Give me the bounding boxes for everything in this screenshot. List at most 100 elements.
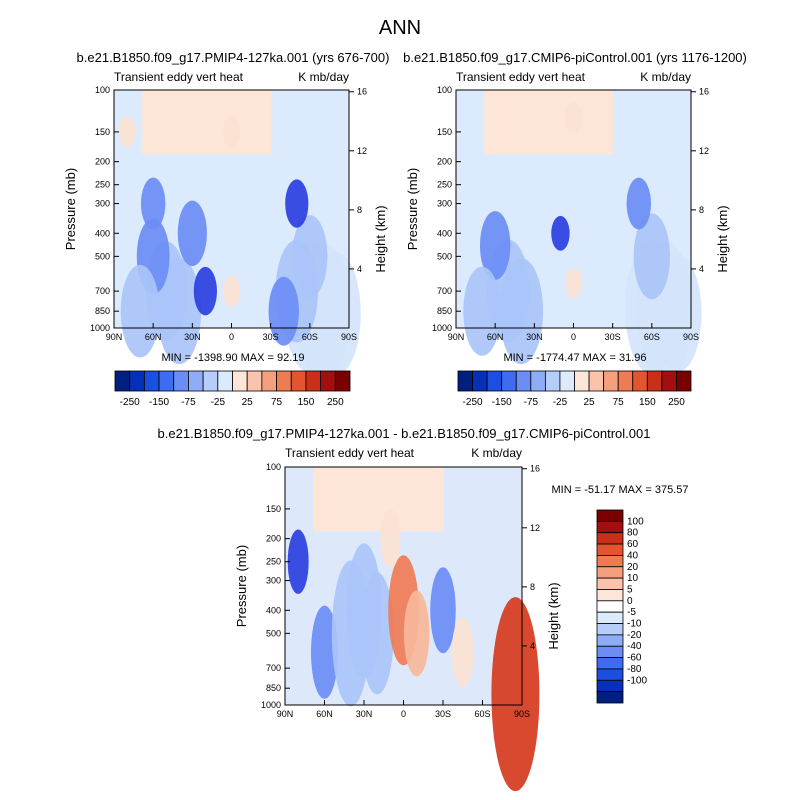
y-right-tick-label: 12 <box>530 523 540 533</box>
x-tick-label: 60N <box>316 709 333 719</box>
colorbar-swatch <box>596 600 624 613</box>
colorbar-swatch <box>173 370 189 392</box>
y-right-axis-title: Height (km) <box>715 205 730 272</box>
y-tick-label: 850 <box>437 306 452 316</box>
colorbar-swatch <box>232 370 248 392</box>
colorbar-label: -20 <box>627 630 642 641</box>
colorbar-swatch <box>246 370 263 392</box>
panel-subtitle-left: Transient eddy vert heat <box>114 70 244 84</box>
contour-region <box>626 177 651 230</box>
colorbar-swatch <box>596 589 624 602</box>
y-tick-label: 300 <box>437 199 452 209</box>
colorbar-label: 75 <box>613 397 625 408</box>
panel-pmip4: b.e21.B1850.f09_g17.PMIP4-127ka.001 (yrs… <box>63 50 389 408</box>
contour-region <box>360 572 394 695</box>
colorbar-swatch <box>530 370 546 392</box>
colorbar-label: 250 <box>327 397 344 408</box>
y-right-tick-label: 8 <box>530 582 535 592</box>
colorbar-swatch <box>202 370 219 392</box>
colorbar-swatch <box>501 370 517 392</box>
y-tick-label: 700 <box>95 286 110 296</box>
contour-region <box>551 215 570 251</box>
colorbar-swatch <box>676 370 692 392</box>
colorbar-swatch <box>632 370 648 392</box>
panel-title: b.e21.B1850.f09_g17.PMIP4-127ka.001 (yrs… <box>77 50 390 65</box>
colorbar-label: -100 <box>627 675 647 686</box>
contour-region <box>120 264 160 358</box>
x-tick-label: 90S <box>514 709 530 719</box>
min-max-label: MIN = -51.17 MAX = 375.57 <box>552 484 689 496</box>
y-tick-label: 1000 <box>90 323 110 333</box>
colorbar-label: 75 <box>271 397 283 408</box>
y-tick-label: 500 <box>266 628 281 638</box>
colorbar-label: -75 <box>524 397 539 408</box>
y-tick-label: 700 <box>437 286 452 296</box>
y-right-tick-label: 16 <box>699 87 709 97</box>
y-tick-label: 300 <box>266 576 281 586</box>
colorbar-label: 250 <box>668 397 685 408</box>
x-tick-label: 0 <box>571 332 576 342</box>
y-tick-label: 150 <box>437 127 452 137</box>
y-tick-label: 400 <box>95 228 110 238</box>
colorbar-swatch <box>596 623 624 636</box>
colorbar-label: 10 <box>627 573 639 584</box>
x-tick-label: 30N <box>184 332 201 342</box>
y-tick-label: 500 <box>437 251 452 261</box>
colorbar-label: 80 <box>627 528 639 539</box>
colorbar: -250 -150 -75 -25 25 75 150 250 <box>114 370 351 408</box>
y-axis-title: Pressure (mb) <box>234 545 249 627</box>
colorbar-swatch <box>646 370 663 392</box>
colorbar-swatch <box>596 577 624 590</box>
colorbar-label: 40 <box>627 550 639 561</box>
y-right-tick-label: 16 <box>530 464 540 474</box>
x-tick-label: 30S <box>605 332 621 342</box>
colorbar-swatch <box>596 645 624 658</box>
contour-plot: 90N 60N 30N 0 30S 60S 90S 100 150 200 250 300 400 500… <box>63 85 388 380</box>
colorbar-label: 0 <box>627 596 633 607</box>
y-tick-label: 200 <box>437 157 452 167</box>
contour-region <box>565 268 582 299</box>
y-right-tick-label: 8 <box>357 205 362 215</box>
colorbar-swatch <box>596 543 624 556</box>
contour-region <box>311 605 338 699</box>
contour-region <box>118 116 136 148</box>
x-tick-label: 60N <box>487 332 504 342</box>
colorbar-label: 100 <box>627 516 644 527</box>
colorbar-swatch <box>515 370 532 392</box>
colorbar-label: -5 <box>627 607 636 618</box>
colorbar-label: -75 <box>181 397 196 408</box>
x-tick-label: 30S <box>263 332 279 342</box>
y-tick-label: 400 <box>266 605 281 615</box>
colorbar-swatch <box>457 370 473 392</box>
colorbar-label: -25 <box>211 397 226 408</box>
colorbar-swatch <box>617 370 634 392</box>
y-tick-label: 250 <box>95 180 110 190</box>
colorbar-swatch <box>596 520 624 534</box>
x-tick-label: 60S <box>302 332 318 342</box>
x-tick-label: 30S <box>435 709 451 719</box>
colorbar-label: -40 <box>627 641 642 652</box>
colorbar-swatch <box>276 370 292 392</box>
colorbar-swatch <box>143 370 160 392</box>
colorbar-label: -25 <box>553 397 568 408</box>
colorbar-swatch <box>574 370 590 392</box>
x-tick-label: 0 <box>401 709 406 719</box>
y-tick-label: 100 <box>437 85 452 95</box>
colorbar-swatch <box>261 370 277 392</box>
y-tick-label: 1000 <box>261 700 281 710</box>
contour-region <box>463 266 501 356</box>
colorbar-swatch <box>596 611 624 624</box>
colorbar-swatch <box>559 370 575 392</box>
y-tick-label: 150 <box>95 127 110 137</box>
colorbar-swatch <box>596 555 624 568</box>
x-tick-label: 90N <box>448 332 465 342</box>
contour-region <box>177 200 207 266</box>
y-tick-label: 700 <box>266 663 281 673</box>
colorbar-label: 60 <box>627 539 639 550</box>
colorbar-label: 5 <box>627 584 633 595</box>
min-max-label: MIN = -1774.47 MAX = 31.96 <box>503 352 646 364</box>
colorbar-label: -80 <box>627 664 642 675</box>
contour-region <box>140 177 166 230</box>
contour-region <box>380 508 401 569</box>
colorbar-swatch <box>596 532 624 545</box>
